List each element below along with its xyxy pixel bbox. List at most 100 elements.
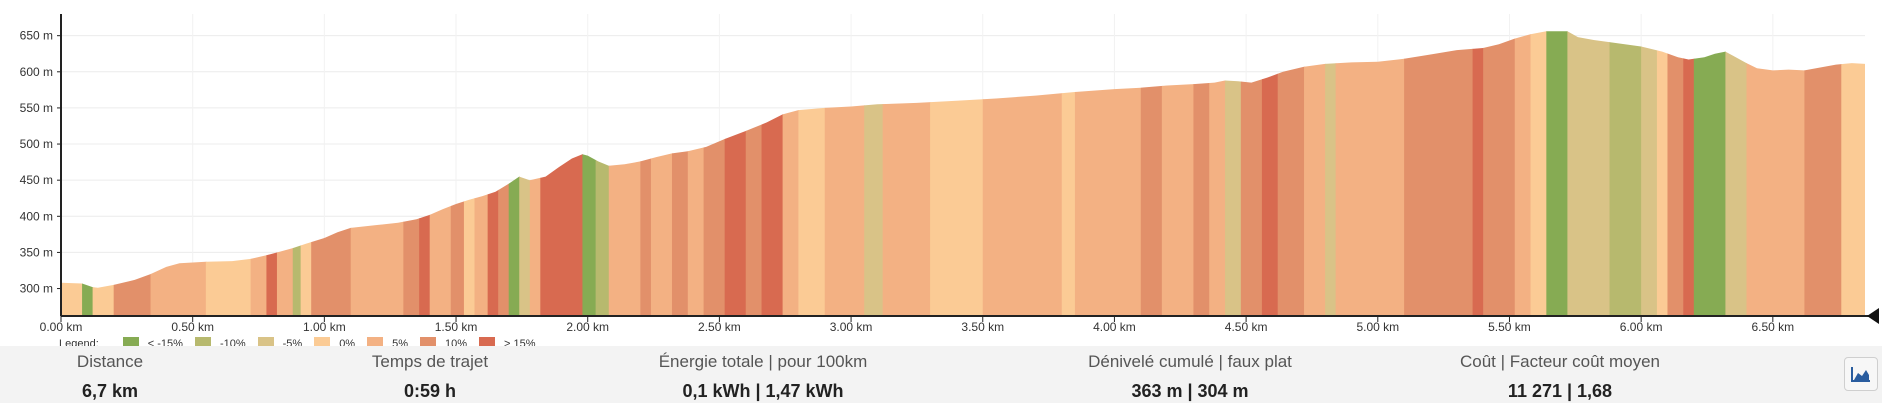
stat-cost: Coût | Facteur coût moyen 11 271 | 1,68 [1380,346,1740,402]
slope-band [1335,31,1405,316]
slope-band [982,31,1063,316]
x-tick-label: 4.50 km [1225,320,1268,334]
slope-band [1514,31,1532,316]
slope-band [882,31,931,316]
slope-band [311,31,325,316]
stat-label: Dénivelé cumulé | faux plat [1088,352,1292,371]
slope-band [1725,31,1748,316]
slope-band [540,31,584,316]
slope-band [671,31,689,316]
slope-band [864,31,884,316]
slope-band [1430,31,1474,316]
x-tick-label: 5.00 km [1356,320,1399,334]
slope-band [474,31,489,316]
slope-band [1472,31,1484,316]
slope-band [745,31,763,316]
slope-band [450,31,465,316]
area-chart-icon [1851,367,1870,382]
slope-band [276,31,294,316]
y-tick-label: 300 m [20,282,53,296]
slope-band [595,31,610,316]
stat-travel-time: Temps de trajet 0:59 h [250,346,610,402]
slope-band [1683,31,1695,316]
slope-band [640,31,652,316]
slope-band [1567,31,1611,316]
y-tick-label: 500 m [20,137,53,151]
stat-value: 11 271 | 1,68 [1507,381,1613,401]
slope-band [300,31,312,316]
elevation-chart: 300 m 350 m 400 m 450 m 500 m 550 m 600 m 650 m… [20,14,1879,334]
slope-band [498,31,510,316]
slope-band [1225,31,1242,316]
slope-band [463,31,476,316]
slope-band [266,31,278,316]
slope-band [113,31,152,316]
slope-band [1193,31,1210,316]
slope-band [1693,31,1727,316]
slope-band [324,31,352,316]
x-tick-label: 3.00 km [830,320,873,334]
slope-band [350,31,404,316]
stat-value: 6,7 km [81,381,139,401]
x-tick-label: 1.00 km [303,320,346,334]
slope-band [824,31,865,316]
stat-value: 0:59 h [403,381,457,401]
chart-toggle-button[interactable] [1844,357,1878,391]
slope-band [1530,31,1547,316]
slope-band [1277,31,1305,316]
slope-band [1609,31,1642,316]
y-tick-labels: 300 m 350 m 400 m 450 m 500 m 550 m 600 m 650 m [20,29,61,296]
y-tick-label: 600 m [20,65,53,79]
x-tick-label: 4.00 km [1093,320,1136,334]
stat-label: Coût | Facteur coût moyen [1459,352,1660,371]
x-tick-label: 3.50 km [961,320,1004,334]
slope-band [150,31,207,316]
stat-value: 363 m | 304 m [1131,381,1249,401]
stat-distance: Distance 6,7 km [0,346,290,402]
slope-band [1304,31,1326,316]
slope-band [687,31,705,316]
stat-value: 0,1 kWh | 1,47 kWh [682,381,844,401]
slope-band [1325,31,1337,316]
x-tick-label: 0.00 km [40,320,83,334]
slope-band [1841,31,1865,316]
slope-band [508,31,520,316]
slope-band [1209,31,1226,316]
slope-band [1161,31,1195,316]
slope-band [1140,31,1163,316]
slope-band [1061,31,1076,316]
stat-label: Temps de trajet [371,352,489,371]
slope-band [205,31,252,316]
y-tick-label: 550 m [20,101,53,115]
slope-band [1074,31,1142,316]
slope-band [92,31,115,316]
slope-band [487,31,499,316]
x-tick-label: 1.50 km [435,320,478,334]
stat-energy: Énergie totale | pour 100km 0,1 kWh | 1,… [583,346,943,402]
slope-band [608,31,641,316]
slope-band [292,31,302,316]
slope-bands [61,31,1865,316]
slope-band [1483,31,1516,316]
slope-band [724,31,747,316]
slope-band [1656,31,1669,316]
y-tick-label: 650 m [20,29,53,43]
slope-band [1240,31,1263,316]
slope-band [1746,31,1806,316]
triangle-left-icon [1867,308,1879,324]
slope-band [419,31,431,316]
slope-band [519,31,531,316]
slope-band [82,31,94,316]
slope-band [61,31,83,316]
slope-band [1804,31,1842,316]
y-tick-label: 350 m [20,245,53,259]
slope-band [1261,31,1279,316]
x-tick-label: 2.00 km [566,320,609,334]
y-tick-label: 450 m [20,173,53,187]
slope-band [429,31,452,316]
slope-band [529,31,541,316]
slope-band [1641,31,1658,316]
x-tick-label: 6.50 km [1751,320,1794,334]
slope-band [1404,31,1432,316]
x-tick-labels: 0.00 km 0.50 km 1.00 km 1.50 km 2.00 km 2.50 … [40,316,1794,334]
